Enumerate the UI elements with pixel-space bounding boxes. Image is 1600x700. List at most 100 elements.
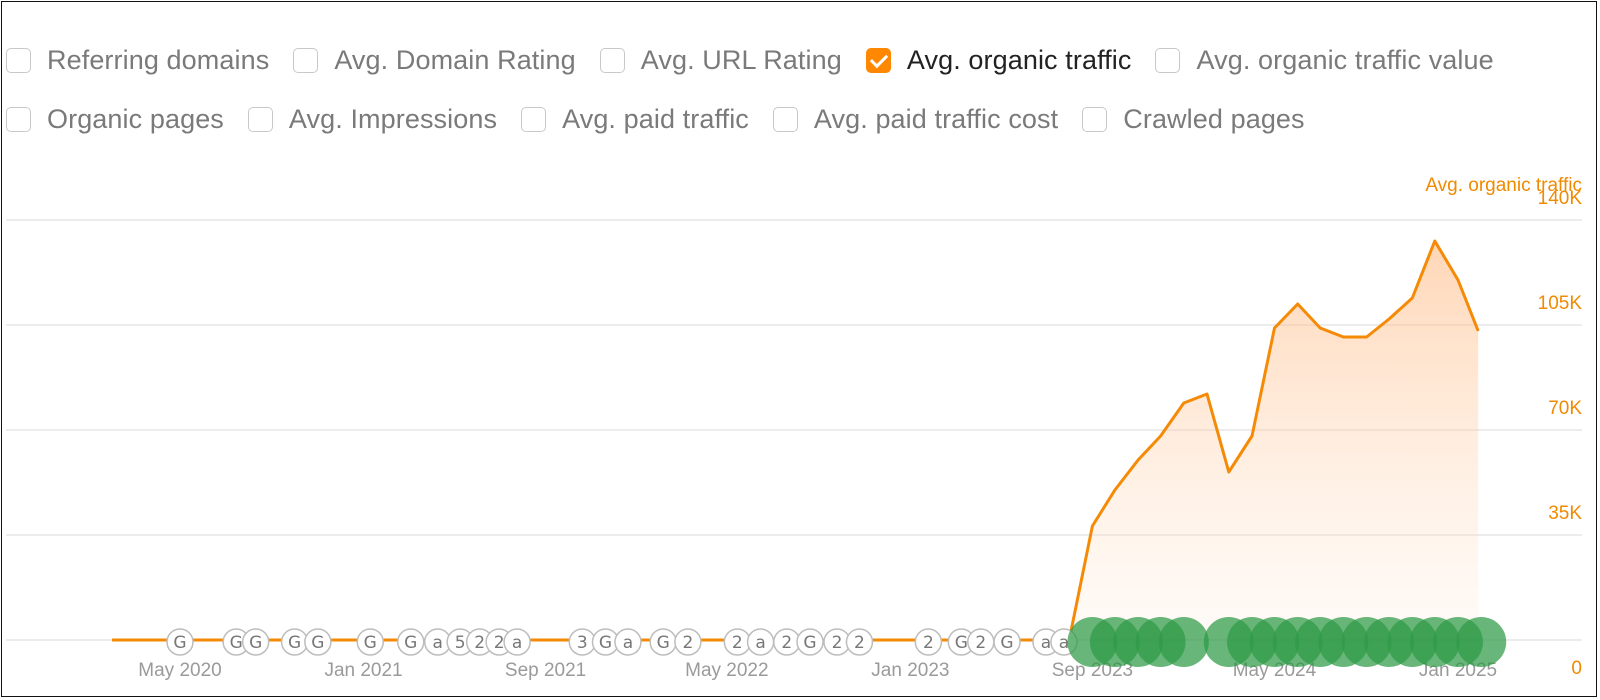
update-marker[interactable]: G <box>649 628 677 656</box>
update-marker[interactable]: G <box>591 628 620 656</box>
update-marker-circle <box>796 628 824 656</box>
update-marker-circle <box>241 628 270 656</box>
update-marker-circle <box>503 628 531 656</box>
update-marker[interactable]: 2 <box>967 628 995 656</box>
update-marker-label: 2 <box>832 633 843 653</box>
x-tick-label: Jan 2021 <box>324 660 402 681</box>
update-marker-circle <box>845 628 874 656</box>
y-tick-label: 140K <box>1538 188 1583 209</box>
update-marker[interactable]: a <box>503 628 531 656</box>
toggle-avg-url-rating[interactable]: Avg. URL Rating <box>599 45 842 76</box>
update-marker-label: G <box>249 633 262 653</box>
update-marker-circle <box>674 628 702 656</box>
y-tick-label: 0 <box>1571 658 1582 679</box>
checkbox-unchecked-icon[interactable] <box>1155 47 1181 73</box>
toggle-avg-organic-traffic-value[interactable]: Avg. organic traffic value <box>1155 44 1494 76</box>
series-line-path <box>112 239 1480 642</box>
update-marker-label: G <box>1000 633 1013 653</box>
update-marker-label: 2 <box>975 633 986 653</box>
update-marker[interactable]: G <box>396 628 425 656</box>
update-marker-label: G <box>599 633 612 653</box>
update-marker-label: 2 <box>781 633 792 653</box>
update-marker-circle <box>166 628 194 656</box>
update-marker[interactable]: G <box>947 628 976 656</box>
checkbox-unchecked-icon[interactable] <box>772 106 798 132</box>
toggle-avg-paid-traffic-cost[interactable]: Avg. paid traffic cost <box>772 104 1058 135</box>
checkbox-unchecked-icon[interactable] <box>1082 106 1108 132</box>
series-area-fill <box>1069 241 1479 640</box>
recent-update-marker[interactable] <box>1456 617 1507 667</box>
metric-label: Organic pages <box>47 103 224 134</box>
update-marker[interactable]: G <box>796 628 824 656</box>
update-marker[interactable]: a <box>746 628 775 656</box>
update-marker[interactable]: 3 <box>568 628 597 656</box>
update-marker-label: G <box>230 633 243 653</box>
toggle-avg-organic-traffic[interactable]: Avg. organic traffic <box>865 44 1132 76</box>
checkbox-unchecked-icon[interactable] <box>599 47 625 73</box>
checkbox-unchecked-icon[interactable] <box>6 106 31 132</box>
y-tick-label: 35K <box>1548 503 1582 524</box>
toggle-avg-impressions[interactable]: Avg. Impressions <box>247 103 498 135</box>
update-marker[interactable]: a <box>614 628 642 656</box>
y-tick-label: 70K <box>1548 398 1582 419</box>
x-tick-label: May 2022 <box>685 660 768 681</box>
recent-update-marker[interactable] <box>1158 617 1209 667</box>
toggle-avg-domain-rating[interactable]: Avg. Domain Rating <box>293 45 576 76</box>
update-marker-label: a <box>1059 633 1069 653</box>
update-marker-label: 2 <box>732 633 743 653</box>
update-marker[interactable]: 2 <box>773 628 801 656</box>
metric-label: Referring domains <box>47 44 270 75</box>
checkbox-unchecked-icon[interactable] <box>247 106 273 132</box>
x-tick-label: May 2020 <box>138 660 221 681</box>
update-marker[interactable]: G <box>356 628 385 656</box>
update-marker-circle <box>614 628 642 656</box>
update-marker[interactable]: G <box>222 628 250 656</box>
series-line <box>112 239 1480 642</box>
update-marker-circle <box>356 628 385 656</box>
update-marker-label: G <box>657 633 670 653</box>
metric-label: Avg. paid traffic <box>562 103 749 134</box>
checkbox-unchecked-icon[interactable] <box>293 47 319 73</box>
update-marker-circle <box>396 628 425 656</box>
update-marker[interactable]: 2 <box>723 628 752 656</box>
toggle-crawled-pages[interactable]: Crawled pages <box>1082 104 1305 135</box>
metric-label: Avg. organic traffic value <box>1196 44 1494 75</box>
update-marker[interactable]: G <box>993 628 1021 656</box>
x-tick-label: Sep 2021 <box>505 660 586 681</box>
update-marker-label: 2 <box>854 633 865 653</box>
y-axis-title: Avg. organic traffic <box>1425 175 1582 196</box>
update-marker[interactable]: a <box>423 628 452 656</box>
update-marker-label: G <box>288 633 301 653</box>
update-marker-label: 2 <box>474 633 485 653</box>
y-axis-ticks: 140K 105K 70K 35K 0 <box>1538 188 1583 679</box>
metric-label: Avg. organic traffic <box>906 44 1132 75</box>
update-marker-label: a <box>512 633 522 653</box>
toggle-referring-domains[interactable]: Referring domains <box>6 45 269 76</box>
update-marker-label: 2 <box>682 633 693 653</box>
metric-toggle-row-1: Referring domains Avg. Domain Rating Avg… <box>6 40 1518 80</box>
checkbox-unchecked-icon[interactable] <box>521 106 547 132</box>
update-marker[interactable]: G <box>166 628 194 656</box>
update-marker[interactable]: G <box>241 628 270 656</box>
update-marker-label: 3 <box>577 633 588 653</box>
toggle-avg-paid-traffic[interactable]: Avg. paid traffic <box>521 104 749 135</box>
update-marker[interactable]: 2 <box>914 628 943 656</box>
y-tick-label: 105K <box>1538 293 1583 314</box>
metric-label: Avg. Impressions <box>288 103 498 134</box>
series-area <box>1069 241 1479 640</box>
checkbox-unchecked-icon[interactable] <box>6 47 31 73</box>
update-marker-label: G <box>311 633 324 653</box>
update-marker-label: G <box>173 633 186 653</box>
update-marker[interactable]: G <box>304 628 332 656</box>
update-marker[interactable]: 2 <box>845 628 874 656</box>
toggle-organic-pages[interactable]: Organic pages <box>6 104 224 135</box>
update-marker-label: G <box>955 633 968 653</box>
update-marker-label: a <box>432 633 442 653</box>
checkbox-checked-icon[interactable] <box>865 47 891 73</box>
update-marker[interactable]: G <box>280 628 309 656</box>
update-marker-label: G <box>803 633 816 653</box>
update-marker-circle <box>304 628 332 656</box>
update-marker[interactable]: 2 <box>674 628 702 656</box>
